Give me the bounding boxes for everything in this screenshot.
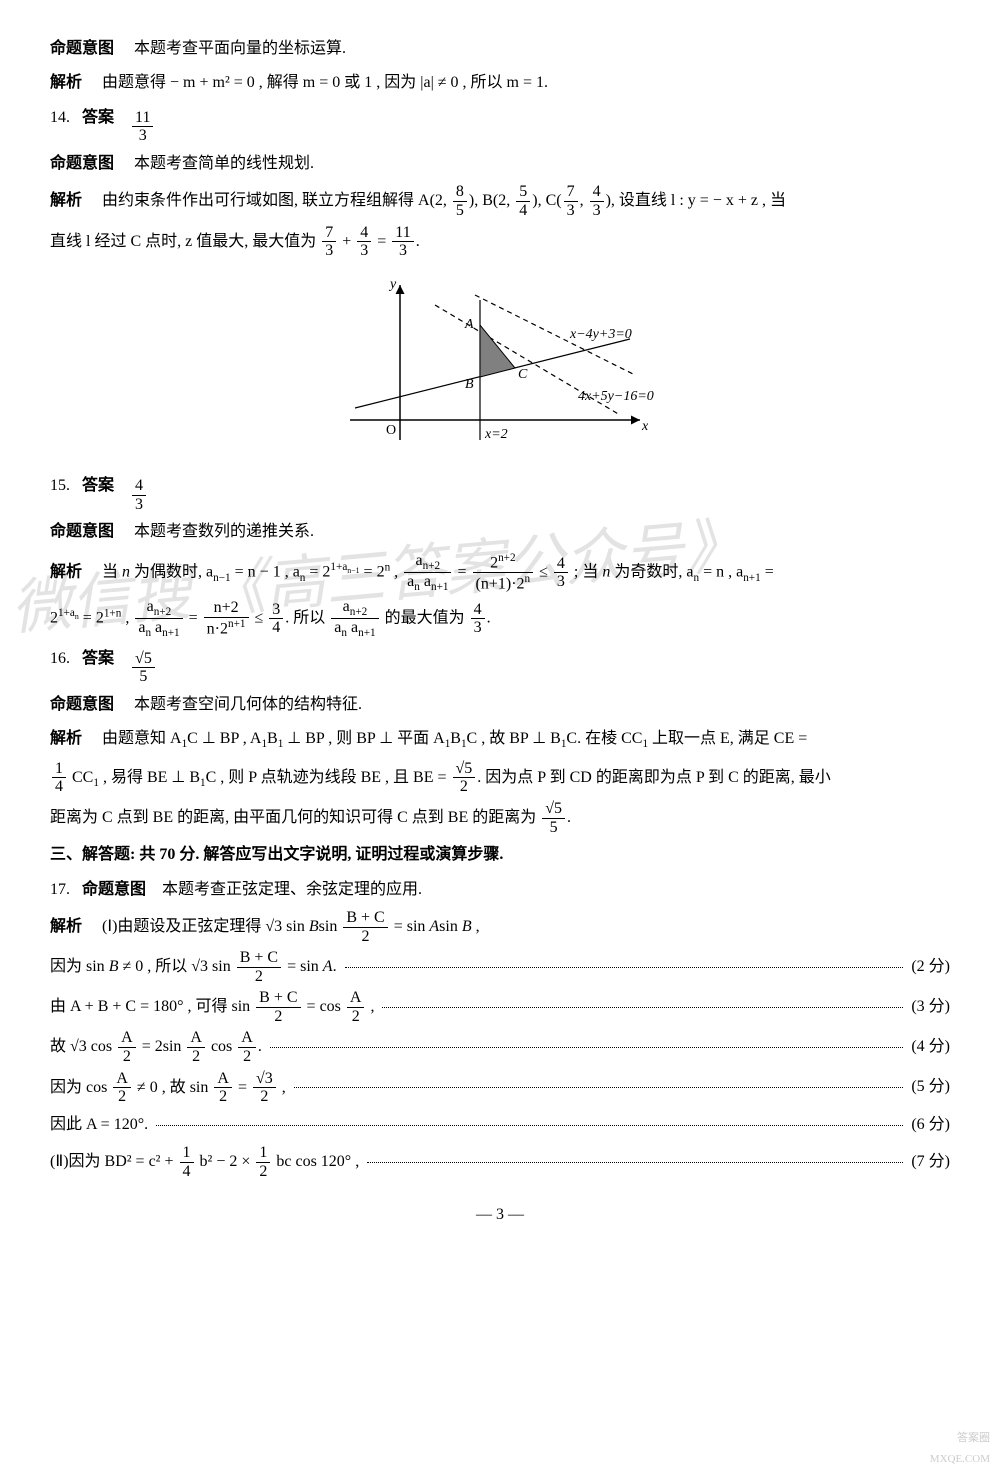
label: 答案 bbox=[82, 644, 114, 674]
answer-frac: 113 bbox=[132, 109, 153, 145]
q17-step3: 故 √3 cos A2 = 2sin A2 cos A2. (4 分) bbox=[50, 1029, 950, 1065]
page-content: 命题意图 本题考查平面向量的坐标运算. 解析 由题意得 − m + m² = 0… bbox=[50, 34, 950, 1231]
label: 解析 bbox=[50, 74, 82, 91]
q16-intent: 命题意图 本题考查空间几何体的结构特征. bbox=[50, 690, 950, 720]
q17-intent: 17. 命题意图 本题考查正弦定理、余弦定理的应用. bbox=[50, 875, 950, 905]
svg-text:x−4y+3=0: x−4y+3=0 bbox=[569, 327, 632, 342]
text: 本题考查平面向量的坐标运算. bbox=[134, 40, 346, 57]
q14-answer: 14. 答案 113 bbox=[50, 103, 950, 145]
label: 解析 bbox=[50, 563, 82, 580]
section3-title: 三、解答题: 共 70 分. 解答应写出文字说明, 证明过程或演算步骤. bbox=[50, 840, 950, 870]
q17-step5: 因此 A = 120°. (6 分) bbox=[50, 1110, 950, 1140]
q16-line3: 距离为 C 点到 BE 的距离, 由平面几何的知识可得 C 点到 BE 的距离为… bbox=[50, 800, 950, 836]
label: 答案 bbox=[82, 103, 114, 133]
page-number: — 3 — bbox=[50, 1200, 950, 1230]
label: 解析 bbox=[50, 918, 82, 935]
label: 解析 bbox=[50, 730, 82, 747]
q15-analysis: 解析 当 n 为偶数时, an−1 = n − 1 , an = 21+an−1… bbox=[50, 552, 950, 594]
q13-analysis: 解析 由题意得 − m + m² = 0 , 解得 m = 0 或 1 , 因为… bbox=[50, 68, 950, 98]
q17-analysis: 解析 (Ⅰ)由题设及正弦定理得 √3 sin Bsin B + C2 = sin… bbox=[50, 909, 950, 945]
q16-line2: 14 CC1 , 易得 BE ⊥ B1C , 则 P 点轨迹为线段 BE , 且… bbox=[50, 760, 950, 796]
text: 本题考查正弦定理、余弦定理的应用. bbox=[162, 875, 422, 905]
qnum: 17. bbox=[50, 875, 82, 905]
q14-intent: 命题意图 本题考查简单的线性规划. bbox=[50, 149, 950, 179]
svg-text:4x+5y−16=0: 4x+5y−16=0 bbox=[578, 389, 654, 404]
svg-text:x=2: x=2 bbox=[484, 427, 508, 442]
svg-text:A: A bbox=[464, 317, 474, 332]
qnum: 15. bbox=[50, 471, 82, 501]
q14-line2: 直线 l 经过 C 点时, z 值最大, 最大值为 73 + 43 = 113. bbox=[50, 224, 950, 260]
text: 本题考查空间几何体的结构特征. bbox=[134, 696, 362, 713]
q17-step2: 由 A + B + C = 180° , 可得 sin B + C2 = cos… bbox=[50, 989, 950, 1025]
label: 命题意图 bbox=[82, 875, 146, 905]
label: 命题意图 bbox=[50, 523, 114, 540]
label: 解析 bbox=[50, 192, 82, 209]
text: 本题考查数列的递推关系. bbox=[134, 523, 314, 540]
svg-text:C: C bbox=[518, 367, 528, 382]
q17-step1: 因为 sin B ≠ 0 , 所以 √3 sin B + C2 = sin A.… bbox=[50, 949, 950, 985]
svg-text:O: O bbox=[386, 423, 396, 438]
corner-watermark: 答案圈 MXQE.COM bbox=[930, 1428, 990, 1470]
svg-text:B: B bbox=[465, 377, 474, 392]
q15-intent: 命题意图 本题考查数列的递推关系. bbox=[50, 517, 950, 547]
q16-answer: 16. 答案 √55 bbox=[50, 644, 950, 686]
q15-line2: 21+an = 21+n , an+2an an+1 = n+2n·2n+1 ≤… bbox=[50, 598, 950, 640]
text: 本题考查简单的线性规划. bbox=[134, 155, 314, 172]
svg-text:y: y bbox=[388, 277, 397, 292]
qnum: 16. bbox=[50, 644, 82, 674]
q14-analysis: 解析 由约束条件作出可行域如图, 联立方程组解得 A(2, 85), B(2, … bbox=[50, 183, 950, 219]
text: 由题意得 − m + m² = 0 , 解得 m = 0 或 1 , 因为 |a… bbox=[102, 74, 548, 91]
svg-text:x: x bbox=[641, 419, 649, 434]
label: 命题意图 bbox=[50, 696, 114, 713]
q17-step4: 因为 cos A2 ≠ 0 , 故 sin A2 = √32 , (5 分) bbox=[50, 1070, 950, 1106]
q15-answer: 15. 答案 43 bbox=[50, 471, 950, 513]
label: 命题意图 bbox=[50, 40, 114, 57]
label: 答案 bbox=[82, 471, 114, 501]
q17-step6: (Ⅱ)因为 BD² = c² + 14 b² − 2 × 12 bc cos 1… bbox=[50, 1144, 950, 1180]
q16-analysis: 解析 由题意知 A1C ⊥ BP , A1B1 ⊥ BP , 则 BP ⊥ 平面… bbox=[50, 724, 950, 755]
q14-figure: y x O A B C x=2 x−4y+3=0 4x+5y−16=0 bbox=[50, 270, 950, 461]
t: 由约束条件作出可行域如图, 联立方程组解得 A bbox=[102, 192, 430, 209]
label: 命题意图 bbox=[50, 155, 114, 172]
qnum: 14. bbox=[50, 103, 82, 133]
q13-intent: 命题意图 本题考查平面向量的坐标运算. bbox=[50, 34, 950, 64]
